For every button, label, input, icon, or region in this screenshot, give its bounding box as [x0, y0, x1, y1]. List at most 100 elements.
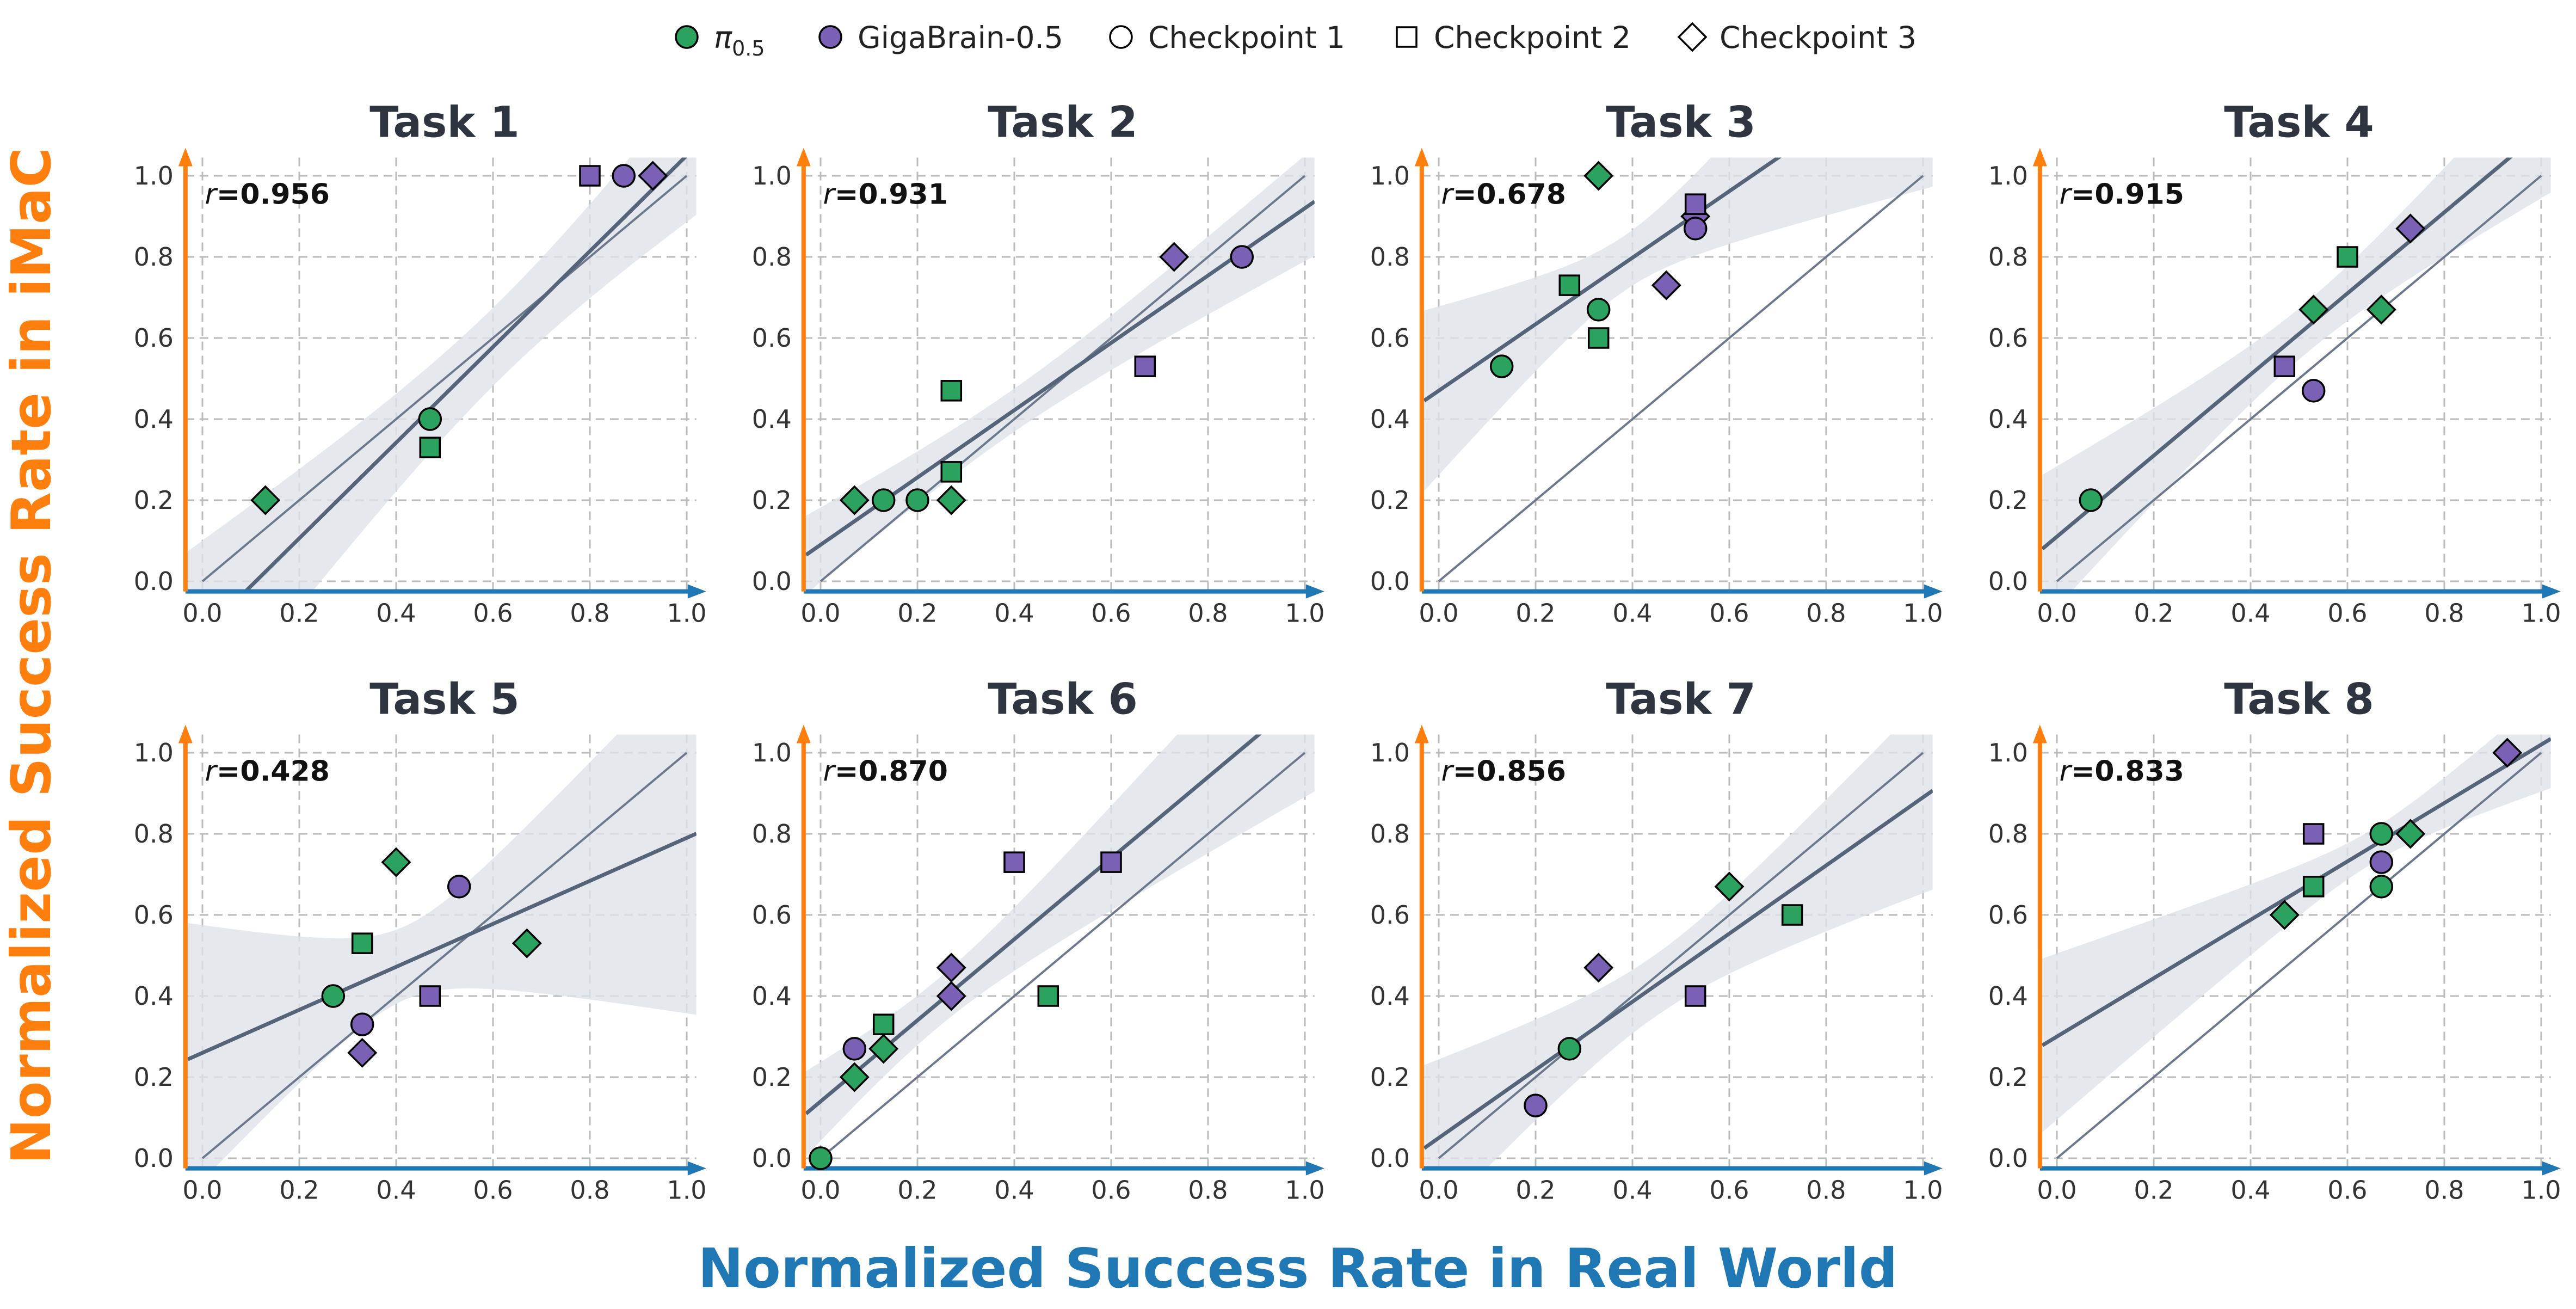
x-tick-label: 0.4	[994, 1176, 1034, 1205]
y-tick-label: 1.0	[1370, 738, 1410, 767]
x-tick-label: 1.0	[1903, 599, 1943, 628]
data-point	[579, 165, 601, 187]
x-tick-label: 0.8	[1188, 599, 1228, 628]
data-point	[1037, 985, 1059, 1007]
y-tick-label: 0.2	[752, 486, 792, 515]
y-tick-label: 0.4	[134, 404, 174, 434]
y-axis-arrow	[178, 724, 193, 1169]
x-tick-label: 1.0	[667, 599, 706, 628]
y-tick-label: 0.8	[134, 242, 174, 272]
regression-line	[187, 832, 697, 1061]
data-point	[1557, 1037, 1582, 1061]
y-tick-label: 0.0	[1370, 1144, 1410, 1173]
x-tick-label: 0.2	[897, 599, 937, 628]
x-tick-label: 0.6	[2327, 1176, 2367, 1205]
correlation-label: r=0.956	[205, 179, 329, 211]
data-point	[1684, 193, 1706, 215]
data-point	[2273, 355, 2296, 377]
panel-task-8: 0.0 0.0 0.2 0.2 0.4 0.4 0.6 0.6 0.8 0.8 1.0 1.0 Task…	[1988, 675, 2561, 1204]
data-point	[905, 488, 929, 512]
regression-line	[1423, 789, 1933, 1150]
data-point	[839, 485, 870, 515]
identity-line	[201, 752, 688, 1159]
y-axis-arrow	[2032, 148, 2047, 592]
y-tick-label: 0.2	[752, 1062, 792, 1092]
x-tick-label: 0.8	[570, 599, 609, 628]
y-tick-label: 0.8	[1988, 242, 2028, 272]
data-point	[2369, 850, 2394, 874]
data-point	[2269, 900, 2300, 930]
y-tick-label: 1.0	[134, 738, 174, 767]
data-point	[809, 1146, 833, 1170]
legend-label: π0.5	[714, 20, 765, 60]
y-tick-label: 0.2	[1370, 486, 1410, 515]
x-tick-label: 1.0	[1285, 599, 1324, 628]
data-point	[871, 488, 896, 512]
x-tick-label: 0.6	[1091, 1176, 1131, 1205]
gridlines	[1421, 157, 1933, 592]
x-tick-label: 0.0	[2037, 1176, 2076, 1205]
data-point	[419, 437, 441, 458]
identity-line	[1438, 175, 1924, 582]
y-tick-label: 0.2	[134, 1062, 174, 1092]
data-point	[350, 1012, 374, 1036]
x-tick-label: 0.8	[570, 1176, 609, 1205]
data-point	[1586, 298, 1611, 322]
data-point	[936, 981, 966, 1011]
data-points	[321, 847, 542, 1068]
y-axis-arrow	[796, 724, 811, 1169]
x-axis-arrow	[803, 1161, 1324, 1176]
legend-label: Checkpoint 3	[1720, 20, 1916, 55]
data-point	[1583, 952, 1614, 983]
y-tick-label: 1.0	[1988, 161, 2028, 190]
x-tick-label: 1.0	[2521, 599, 2561, 628]
x-tick-label: 0.2	[897, 1176, 937, 1205]
legend-marker	[675, 25, 699, 49]
data-points	[1489, 161, 1711, 378]
x-tick-label: 0.4	[376, 599, 416, 628]
data-point	[1524, 1093, 1548, 1117]
data-point	[1651, 270, 1681, 300]
identity-line	[2056, 175, 2542, 582]
x-tick-label: 0.0	[800, 599, 840, 628]
x-tick-label: 0.8	[1806, 599, 1846, 628]
data-point	[2492, 738, 2523, 768]
x-axis-arrow	[1421, 1161, 1943, 1176]
x-tick-label: 0.6	[2327, 599, 2367, 628]
x-tick-label: 1.0	[1903, 1176, 1943, 1205]
y-tick-label: 0.0	[752, 1144, 792, 1173]
correlation-label: r=0.931	[823, 179, 947, 211]
correlation-label: r=0.870	[823, 755, 947, 788]
y-axis-arrow	[178, 148, 193, 592]
y-tick-label: 0.4	[134, 981, 174, 1011]
x-tick-label: 0.0	[1419, 1176, 1458, 1205]
x-tick-label: 0.2	[1515, 1176, 1555, 1205]
panel-title: Task 2	[988, 98, 1138, 147]
x-tick-label: 0.6	[1709, 599, 1749, 628]
x-tick-label: 0.8	[1188, 1176, 1228, 1205]
data-point	[1230, 245, 1254, 269]
data-point	[1558, 274, 1581, 296]
data-point	[1684, 985, 1706, 1007]
x-tick-label: 0.6	[473, 1176, 513, 1205]
x-tick-label: 0.6	[1709, 1176, 1749, 1205]
y-tick-label: 0.0	[1988, 1144, 2028, 1173]
y-axis-arrow	[796, 148, 811, 592]
y-tick-label: 0.2	[1988, 486, 2028, 515]
data-point	[2079, 488, 2103, 512]
y-tick-label: 0.8	[752, 242, 792, 272]
panel-task-2: 0.0 0.0 0.2 0.2 0.4 0.4 0.6 0.6 0.8 0.8 1.0 1.0 Task…	[752, 98, 1325, 628]
data-point	[936, 485, 966, 515]
panel-title: Task 6	[988, 675, 1138, 724]
y-tick-label: 0.4	[752, 981, 792, 1011]
x-tick-label: 1.0	[1285, 1176, 1324, 1205]
data-point	[2369, 822, 2394, 846]
y-tick-label: 0.8	[134, 819, 174, 849]
y-tick-label: 0.2	[1370, 1062, 1410, 1092]
data-point	[1683, 217, 1708, 241]
x-tick-label: 0.4	[376, 1176, 416, 1205]
data-point	[418, 407, 442, 431]
legend-label: GigaBrain-0.5	[858, 20, 1063, 55]
data-points	[2269, 738, 2523, 930]
panel-title: Task 4	[2224, 98, 2374, 147]
